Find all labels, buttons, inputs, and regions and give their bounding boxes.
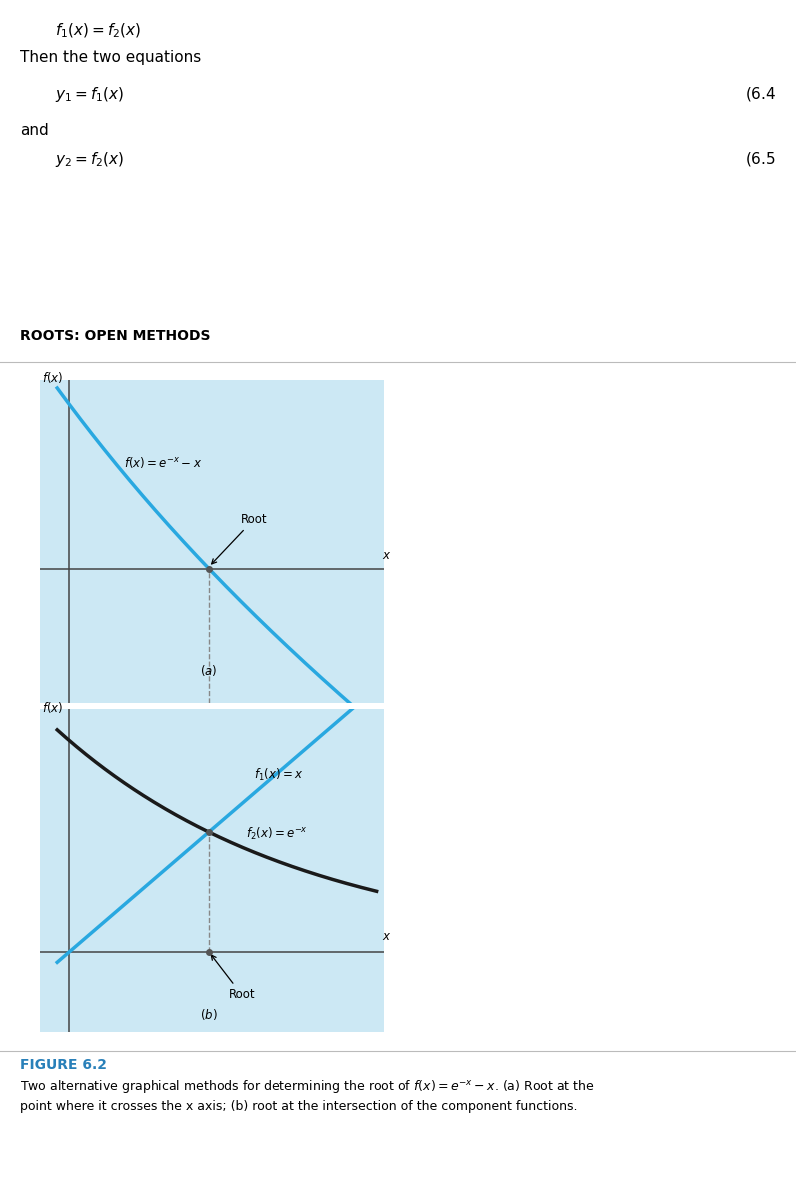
Text: Root: Root xyxy=(212,955,255,1001)
Text: $f_1(x) = f_2(x)$: $f_1(x) = f_2(x)$ xyxy=(55,22,142,41)
Text: $f(x)$: $f(x)$ xyxy=(42,701,64,715)
Text: $y_1 = f_1(x)$: $y_1 = f_1(x)$ xyxy=(55,85,124,104)
Text: $(b)$: $(b)$ xyxy=(200,1007,217,1022)
Text: $f_1(x) = x$: $f_1(x) = x$ xyxy=(254,767,303,782)
Text: Two alternative graphical methods for determining the root of $f(x) = e^{-x} - x: Two alternative graphical methods for de… xyxy=(20,1078,595,1094)
Text: $f_2(x) = e^{-x}$: $f_2(x) = e^{-x}$ xyxy=(247,826,308,842)
Text: Root: Root xyxy=(212,512,267,564)
Text: $(a)$: $(a)$ xyxy=(200,664,217,678)
Text: FIGURE 6.2: FIGURE 6.2 xyxy=(20,1058,107,1072)
Text: $f(x)$: $f(x)$ xyxy=(42,370,64,385)
Text: $y_2 = f_2(x)$: $y_2 = f_2(x)$ xyxy=(55,150,124,169)
Text: point where it crosses the x axis; (b) root at the intersection of the component: point where it crosses the x axis; (b) r… xyxy=(20,1100,578,1114)
Text: $(6.4$: $(6.4$ xyxy=(745,85,776,103)
Text: Then the two equations: Then the two equations xyxy=(20,50,201,65)
Text: $(6.5$: $(6.5$ xyxy=(745,150,776,168)
Text: ROOTS: OPEN METHODS: ROOTS: OPEN METHODS xyxy=(20,329,210,343)
Text: $x$: $x$ xyxy=(381,548,391,562)
Text: $x$: $x$ xyxy=(381,930,391,943)
Text: and: and xyxy=(20,122,49,138)
Text: $f(x) = e^{-x} - x$: $f(x) = e^{-x} - x$ xyxy=(123,455,201,470)
